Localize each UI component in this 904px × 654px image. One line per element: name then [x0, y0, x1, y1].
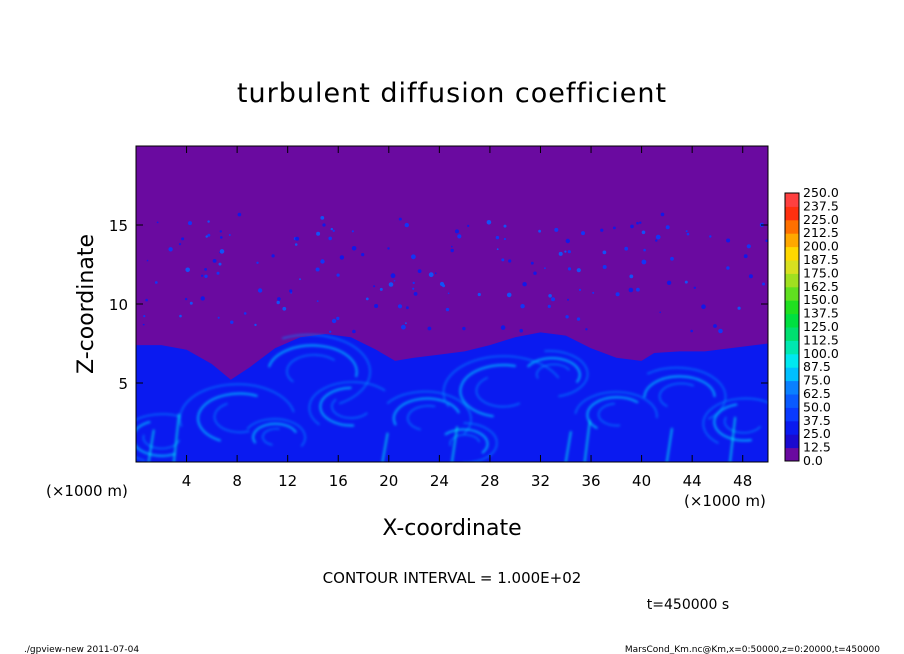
- colorbar-label: 250.0: [803, 185, 839, 200]
- colorbar-label: 100.0: [803, 346, 839, 361]
- colorbar-swatch: [785, 206, 799, 221]
- x-tick-label: 24: [430, 472, 449, 490]
- plot-area: [135, 145, 769, 463]
- x-tick-label: 44: [683, 472, 702, 490]
- colorbar-label: 50.0: [803, 399, 831, 414]
- colorbar-label: 25.0: [803, 426, 831, 441]
- y-axis-ticks: 5 10 15: [109, 217, 768, 393]
- turbulent-patches: [142, 212, 768, 334]
- y-tick-label: 5: [118, 375, 128, 393]
- colorbar-swatch: [785, 380, 799, 395]
- x-unit-label-right: (×1000 m): [684, 492, 766, 510]
- x-tick-label: 32: [531, 472, 550, 490]
- colorbar-swatch: [785, 407, 799, 422]
- x-tick-label: 8: [232, 472, 242, 490]
- colorbar-swatch: [785, 219, 799, 234]
- x-tick-label: 40: [632, 472, 651, 490]
- x-tick-label: 36: [581, 472, 600, 490]
- x-unit-label-left: (×1000 m): [46, 482, 128, 500]
- colorbar-label: 187.5: [803, 252, 839, 267]
- colorbar-label: 237.5: [803, 198, 839, 213]
- x-tick-label: 28: [480, 472, 499, 490]
- colorbar-swatch: [785, 300, 799, 315]
- colorbar-swatch: [785, 367, 799, 382]
- colorbar-swatch: [785, 193, 799, 207]
- swirl-streaks: [136, 334, 768, 462]
- colorbar-swatch: [785, 233, 799, 248]
- chart-title: turbulent diffusion coefficient: [237, 78, 667, 109]
- x-axis-label: X-coordinate: [382, 516, 521, 541]
- y-tick-label: 10: [109, 296, 128, 314]
- colorbar-frame: [784, 192, 800, 462]
- colorbar-swatch: [785, 434, 799, 449]
- turbulent-mixed-layer: [136, 332, 768, 462]
- colorbar-swatch: [785, 394, 799, 408]
- colorbar-label: 112.5: [803, 332, 839, 347]
- x-tick-label: 20: [379, 472, 398, 490]
- colorbar-swatch: [785, 246, 799, 261]
- colorbar-label: 125.0: [803, 319, 839, 334]
- colorbar-label: 12.5: [803, 440, 831, 455]
- footer-left: ./gpview-new 2011-07-04: [24, 645, 139, 654]
- x-tick-label: 12: [278, 472, 297, 490]
- contour-interval-text: CONTOUR INTERVAL = 1.000E+02: [323, 569, 582, 587]
- colorbar-label: 0.0: [803, 453, 823, 468]
- colorbar-swatch: [785, 420, 799, 435]
- time-text: t=450000 s: [647, 597, 729, 613]
- colorbar-swatch: [785, 273, 799, 288]
- colorbar-label: 200.0: [803, 239, 839, 254]
- colorbar-swatch: [785, 260, 799, 274]
- x-tick-label: 4: [182, 472, 192, 490]
- colorbar-swatch: [785, 447, 799, 462]
- colorbar-swatch: [785, 327, 799, 341]
- x-axis-ticks: 4 8 12 16 20 24 28 32 36 40 44 48: [182, 146, 752, 490]
- colorbar: 0.012.525.037.550.062.575.087.5100.0112.…: [784, 185, 839, 468]
- colorbar-label: 137.5: [803, 306, 839, 321]
- x-tick-label: 16: [329, 472, 348, 490]
- y-tick-label: 15: [109, 217, 128, 235]
- colorbar-label: 87.5: [803, 359, 831, 374]
- y-axis-label: Z-coordinate: [74, 234, 99, 374]
- colorbar-swatch: [785, 353, 799, 368]
- colorbar-swatch: [785, 313, 799, 328]
- colorbar-label: 75.0: [803, 373, 831, 388]
- colorbar-swatch: [785, 340, 799, 355]
- colorbar-label: 212.5: [803, 225, 839, 240]
- colorbar-label: 150.0: [803, 292, 839, 307]
- colorbar-label: 225.0: [803, 212, 839, 227]
- x-tick-label: 48: [733, 472, 752, 490]
- colorbar-label: 175.0: [803, 265, 839, 280]
- colorbar-label: 162.5: [803, 279, 839, 294]
- colorbar-swatch: [785, 286, 799, 301]
- colorbar-label: 62.5: [803, 386, 831, 401]
- footer-right: MarsCond_Km.nc@Km,x=0:50000,z=0:20000,t=…: [625, 645, 880, 654]
- colorbar-label: 37.5: [803, 413, 831, 428]
